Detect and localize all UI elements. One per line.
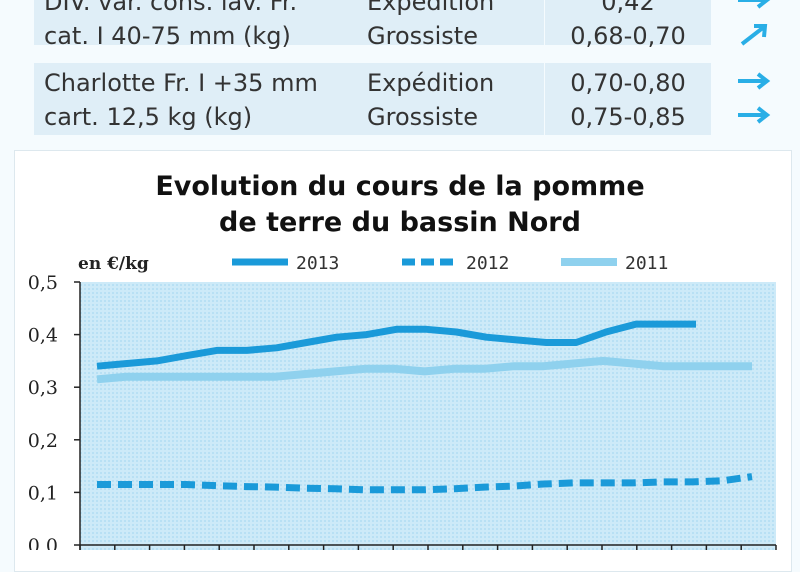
y-tick-label: 0,5 [28, 272, 58, 294]
product-label-line-2: cat. I 40-75 mm (kg) [44, 22, 291, 50]
product-label-line-2: cart. 12,5 kg (kg) [44, 103, 253, 131]
y-tick-label: 0,3 [28, 377, 58, 399]
legend-label-2011: 2011 [625, 253, 668, 274]
product-panel [34, 0, 544, 45]
arrow-right-icon [738, 106, 771, 124]
market-label-grossiste: Grossiste [367, 103, 478, 131]
chart-title-line-1: Evolution du cours de la pomme [155, 171, 645, 202]
legend-label-2012: 2012 [466, 253, 509, 274]
y-tick-label: 0,4 [28, 325, 58, 347]
chart-title-line-2: de terre du bassin Nord [219, 207, 581, 238]
price-row-2: Charlotte Fr. I +35 mm cart. 12,5 kg (kg… [34, 63, 774, 135]
product-label-line-1: Charlotte Fr. I +35 mm [44, 69, 318, 97]
arrow-right-icon [738, 0, 771, 9]
series-line-2013 [96, 320, 696, 370]
product-panel [34, 63, 544, 135]
product-label-line-1: DIV. var. cons. lav. Fr. [44, 0, 298, 16]
market-label-grossiste: Grossiste [367, 22, 478, 50]
legend-label-2013: 2013 [296, 253, 339, 274]
y-tick-label: 0,0 [28, 535, 58, 550]
y-tick-label: 0,1 [28, 482, 58, 504]
market-label-expedition: Expédition [367, 0, 495, 16]
series-line-2011 [96, 356, 752, 384]
series-line-2012 [97, 473, 753, 494]
price-panel [545, 63, 711, 135]
price-row-1: DIV. var. cons. lav. Fr. cat. I 40-75 mm… [34, 0, 774, 50]
price-expedition: 0,42 [601, 0, 655, 16]
y-tick-label: 0,2 [28, 430, 58, 452]
price-grossiste: 0,75-0,85 [570, 103, 686, 131]
price-panel [545, 0, 711, 45]
price-grossiste: 0,68-0,70 [570, 22, 686, 50]
arrow-up-right-icon [740, 24, 768, 46]
price-expedition: 0,70-0,80 [570, 69, 686, 97]
market-label-expedition: Expédition [367, 69, 495, 97]
arrow-right-icon [738, 72, 771, 90]
line-chart: 0,0 0,1 0,2 0,3 0,4 0,5 en €/kg 2013 2012 2011 [28, 253, 777, 550]
y-axis-label: en €/kg [78, 254, 149, 274]
